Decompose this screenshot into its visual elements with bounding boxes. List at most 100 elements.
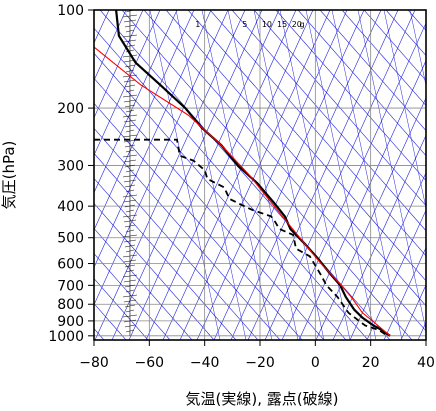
wind-barb bbox=[124, 84, 136, 88]
isotherm-line bbox=[145, 10, 297, 340]
wind-barb bbox=[122, 314, 138, 318]
y-tick-label: 100 bbox=[57, 3, 84, 19]
adiabat-line bbox=[275, 10, 426, 182]
wind-barb bbox=[124, 204, 136, 208]
y-tick-label: 700 bbox=[57, 278, 84, 294]
wind-barb bbox=[122, 234, 138, 238]
isotherm-line bbox=[247, 10, 399, 340]
mixing-ratio-line bbox=[175, 10, 247, 340]
mixing-ratio-line bbox=[305, 10, 377, 340]
wind-barb bbox=[123, 99, 137, 103]
wind-barb bbox=[123, 239, 137, 243]
y-tick-label: 900 bbox=[57, 314, 84, 330]
adiabat-line bbox=[297, 10, 426, 157]
wind-barb bbox=[124, 184, 136, 188]
adiabat-line bbox=[94, 177, 237, 340]
wind-barb bbox=[122, 254, 138, 258]
wind-barb bbox=[124, 124, 136, 128]
isotherm-line bbox=[94, 10, 144, 119]
wind-barb bbox=[123, 119, 137, 123]
wind-barb bbox=[122, 214, 138, 218]
wind-barb bbox=[124, 164, 136, 168]
isotherm-line bbox=[281, 22, 426, 340]
wind-barb bbox=[122, 174, 138, 178]
y-tick-label: 500 bbox=[57, 231, 84, 247]
wind-barb bbox=[122, 134, 138, 138]
wind-barb bbox=[123, 279, 137, 283]
mixing-ratio-line bbox=[201, 10, 273, 340]
isotherm-line bbox=[94, 10, 195, 231]
wind-barb bbox=[122, 94, 138, 98]
wind-barb bbox=[124, 264, 136, 268]
adiabat-line bbox=[94, 102, 303, 340]
adiabat-line bbox=[94, 228, 193, 340]
wind-barb bbox=[123, 199, 137, 203]
wind-barb bbox=[122, 194, 138, 198]
mixing-ratio-line bbox=[253, 10, 325, 340]
adiabat-line bbox=[94, 52, 347, 340]
adiabat-line bbox=[363, 10, 426, 82]
adiabat-line bbox=[253, 10, 426, 207]
adiabat-line bbox=[94, 253, 171, 340]
wind-barb bbox=[124, 24, 136, 28]
x-tick-label: −60 bbox=[135, 355, 165, 371]
wind-barb bbox=[122, 14, 138, 18]
wind-barb bbox=[125, 129, 135, 133]
wind-barb bbox=[122, 114, 138, 118]
x-tick-label: −80 bbox=[79, 355, 109, 371]
adiabat-line bbox=[430, 10, 436, 340]
wind-barb bbox=[125, 189, 135, 193]
wind-barb bbox=[125, 49, 135, 53]
wind-barb bbox=[122, 154, 138, 158]
wind-barb bbox=[124, 304, 136, 308]
wind-barb bbox=[123, 19, 137, 23]
wind-barb bbox=[123, 79, 137, 83]
wind-barb bbox=[124, 284, 136, 288]
mixing-ratio-line bbox=[227, 10, 299, 340]
isotherm-line bbox=[94, 10, 246, 340]
wind-barb bbox=[123, 39, 137, 43]
x-tick-label: −20 bbox=[245, 355, 275, 371]
wind-barb bbox=[123, 139, 137, 143]
wind-barb bbox=[124, 104, 136, 108]
wind-barb bbox=[123, 319, 137, 323]
wind-barbs bbox=[122, 10, 138, 336]
wind-barb bbox=[125, 289, 135, 293]
wind-barb bbox=[122, 54, 138, 58]
wind-barb bbox=[123, 259, 137, 263]
x-tick-label: 40 bbox=[417, 355, 435, 371]
wind-barb bbox=[125, 249, 135, 253]
mixing-ratio-label: 20 bbox=[292, 20, 302, 29]
mixing-ratio-label: 15 bbox=[277, 20, 287, 29]
y-axis-title: 気圧(hPa) bbox=[0, 141, 18, 210]
y-tick-label: 400 bbox=[57, 199, 84, 215]
mixing-ratio-label: 5 bbox=[242, 20, 247, 29]
isotherm-line bbox=[94, 10, 178, 194]
isotherm-line bbox=[179, 10, 331, 340]
mixing-ratio-label: 10 bbox=[262, 20, 272, 29]
wind-barb bbox=[124, 224, 136, 228]
mixing-ratio-label: g bbox=[300, 20, 305, 29]
adiabat-line bbox=[385, 10, 426, 56]
pressure-grid bbox=[94, 10, 426, 340]
wind-barb bbox=[123, 159, 137, 163]
wind-barb bbox=[123, 219, 137, 223]
y-tick-label: 1000 bbox=[48, 329, 84, 345]
isotherm-line bbox=[315, 97, 426, 340]
dewpoint-line bbox=[94, 138, 388, 337]
wind-barb bbox=[125, 309, 135, 313]
x-tick-label: −40 bbox=[190, 355, 220, 371]
profile-series bbox=[94, 10, 391, 337]
wind-barb bbox=[124, 244, 136, 248]
x-tick-label: 0 bbox=[311, 355, 320, 371]
x-axis-title: 気温(実線), 露点(破線) bbox=[186, 390, 339, 408]
adiabat-line bbox=[319, 10, 426, 132]
y-tick-label: 800 bbox=[57, 297, 84, 313]
adiabat-line bbox=[209, 10, 426, 257]
wind-barb bbox=[125, 149, 135, 153]
mixing-ratio-line bbox=[383, 10, 426, 210]
mixing-ratio-line bbox=[409, 10, 426, 87]
y-tick-label: 300 bbox=[57, 158, 84, 174]
